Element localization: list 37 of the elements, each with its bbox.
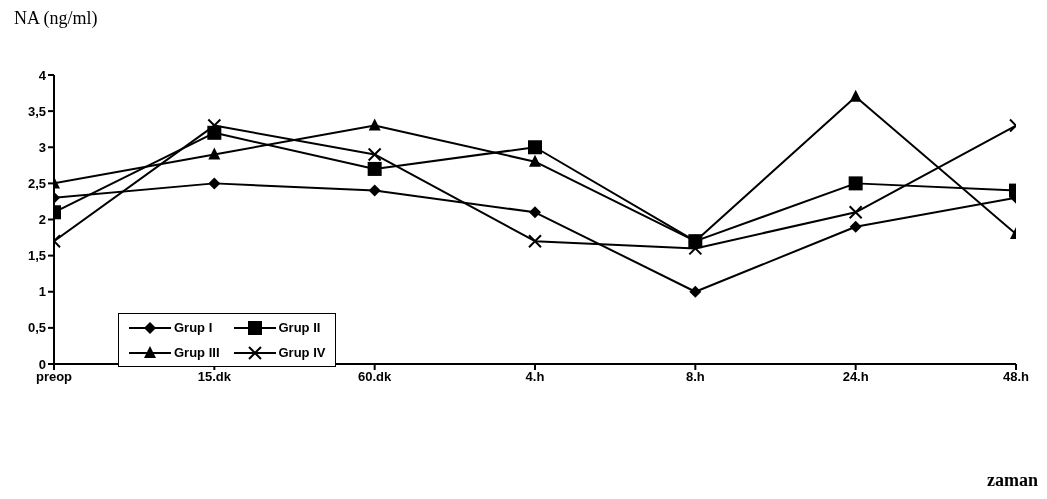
point bbox=[368, 184, 381, 197]
x-axis-title: zaman bbox=[987, 470, 1038, 491]
point bbox=[528, 234, 542, 249]
x-tick-label: 48.h bbox=[1002, 369, 1030, 385]
point bbox=[208, 147, 221, 160]
point bbox=[529, 206, 541, 219]
point bbox=[849, 220, 862, 233]
y-axis-title: NA (ng/ml) bbox=[14, 8, 98, 29]
y-tick-label: 3,5 bbox=[27, 103, 46, 119]
point bbox=[849, 89, 862, 102]
legend-label: Grup III bbox=[174, 345, 220, 360]
y-tick-label: 1 bbox=[38, 284, 46, 300]
y-tick-label: 2,5 bbox=[27, 175, 46, 191]
point bbox=[368, 118, 381, 131]
legend-label: Grup IV bbox=[278, 345, 326, 360]
point bbox=[689, 285, 702, 298]
point bbox=[367, 147, 382, 162]
legend-label: Grup II bbox=[278, 320, 321, 335]
x-tick-label: 4.h bbox=[525, 369, 545, 385]
legend-label: Grup I bbox=[174, 320, 213, 335]
y-tick-label: 1,5 bbox=[27, 248, 46, 264]
y-tick-label: 2 bbox=[38, 212, 46, 228]
y-tick-label: 0,5 bbox=[27, 320, 46, 336]
point bbox=[208, 177, 221, 190]
point bbox=[529, 154, 541, 167]
y-tick-label: 0 bbox=[38, 356, 46, 372]
x-tick-label: preop bbox=[35, 369, 73, 385]
y-tick-label: 4 bbox=[38, 67, 47, 83]
point bbox=[848, 205, 863, 220]
x-tick-label: 60.dk bbox=[358, 369, 393, 385]
y-tick-label: 3 bbox=[38, 139, 46, 155]
x-tick-label: 15.dk bbox=[197, 369, 232, 385]
point bbox=[848, 176, 863, 191]
point bbox=[528, 140, 542, 155]
x-tick-label: 24.h bbox=[842, 369, 869, 385]
point bbox=[367, 161, 382, 176]
x-tick-label: 8.h bbox=[685, 369, 705, 385]
